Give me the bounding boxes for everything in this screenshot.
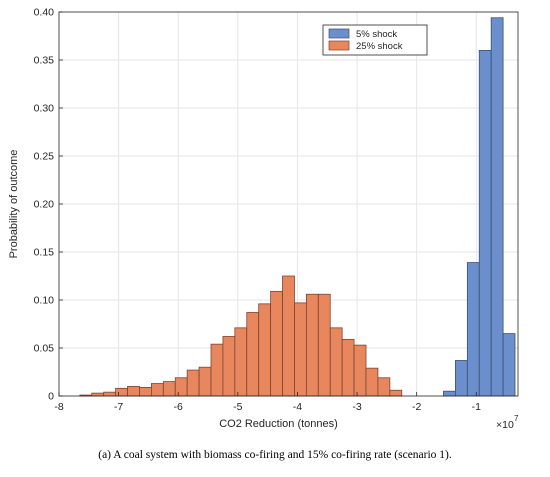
histogram-bar xyxy=(455,360,468,397)
histogram-bar xyxy=(246,312,260,397)
y-tick-label: 0.05 xyxy=(34,343,55,355)
legend-swatch xyxy=(328,40,350,51)
x-axis-label: CO2 Reduction (tonnes) xyxy=(219,418,338,430)
histogram-chart: -8 -7 -6 -5 -4 -3 -2 -1 0 0.05 0.10 0.15 0.20 0.25 0.3… xyxy=(8,7,519,432)
histogram-bar xyxy=(389,389,403,397)
histogram-bar xyxy=(282,275,295,397)
figure-caption: (a) A coal system with biomass co-firing… xyxy=(98,449,452,461)
x-axis-multiplier-exponent: 7 xyxy=(514,414,519,423)
y-tick-label: 0.20 xyxy=(34,199,55,211)
chart-area: -8 -7 -6 -5 -4 -3 -2 -1 0 0.05 0.10 0.15 0.20 0.25 0.3… xyxy=(8,7,519,432)
x-axis-multiplier: ×10 xyxy=(496,419,514,431)
legend-label: 25% shock xyxy=(356,41,403,52)
histogram-bar xyxy=(317,293,331,397)
series-twentyfive-pct-shock-bars xyxy=(79,275,403,397)
histogram-bar xyxy=(329,327,343,397)
histogram-bar xyxy=(294,302,307,397)
histogram-bar xyxy=(186,369,200,397)
x-tick-label: -2 xyxy=(412,401,421,413)
histogram-bar xyxy=(115,387,128,397)
y-axis-label: Probability of outcome xyxy=(8,150,20,259)
histogram-bar xyxy=(478,50,492,397)
histogram-bar xyxy=(353,344,367,397)
y-tick-label: 0.40 xyxy=(34,7,55,19)
x-tick-label: -6 xyxy=(174,401,183,413)
histogram-bar xyxy=(103,391,117,397)
x-tick-label: -5 xyxy=(233,401,242,413)
x-tick-label: -4 xyxy=(293,401,302,413)
x-axis-ticks: -8 -7 -6 -5 -4 -3 -2 -1 xyxy=(54,392,481,413)
y-tick-label: 0.35 xyxy=(34,55,55,67)
histogram-bar xyxy=(377,377,391,397)
histogram-bar xyxy=(466,262,480,397)
histogram-bar xyxy=(365,367,379,397)
y-tick-label: 0.15 xyxy=(34,247,55,259)
legend-swatch xyxy=(328,28,350,39)
histogram-bar xyxy=(234,327,248,397)
histogram-bar xyxy=(174,377,188,397)
histogram-bar xyxy=(443,390,456,397)
x-tick-label: -8 xyxy=(54,401,63,413)
y-tick-label: 0.30 xyxy=(34,103,55,115)
histogram-bar xyxy=(210,343,224,397)
x-tick-label: -7 xyxy=(114,401,123,413)
histogram-bar xyxy=(341,338,355,397)
histogram-bar xyxy=(91,392,105,397)
histogram-bar xyxy=(305,293,319,397)
histogram-bar xyxy=(150,383,164,397)
histogram-bar xyxy=(139,386,152,397)
series-five-pct-shock-bars xyxy=(443,17,516,397)
x-tick-label: -1 xyxy=(472,401,481,413)
y-tick-label: 0.25 xyxy=(34,151,55,163)
y-tick-label: 0 xyxy=(48,391,54,403)
histogram-bar xyxy=(198,366,212,397)
histogram-bar xyxy=(258,303,272,397)
x-tick-label: -3 xyxy=(352,401,361,413)
histogram-bar xyxy=(270,290,283,397)
y-tick-label: 0.10 xyxy=(34,295,55,307)
histogram-bar xyxy=(222,336,236,397)
histogram-bar xyxy=(490,17,504,397)
histogram-bar xyxy=(162,381,176,397)
y-axis-ticks: 0 0.05 0.10 0.15 0.20 0.25 0.30 0.35 0.40 xyxy=(34,7,63,403)
histogram-bar xyxy=(127,385,140,397)
legend-label: 5% shock xyxy=(356,29,397,40)
histogram-bar xyxy=(502,333,516,397)
